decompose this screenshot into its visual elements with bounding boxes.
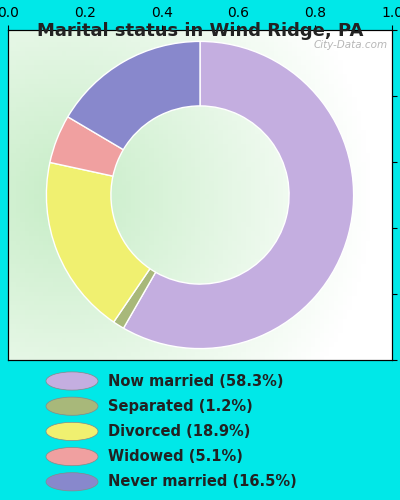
Text: Never married (16.5%): Never married (16.5%) <box>108 474 297 490</box>
Text: Separated (1.2%): Separated (1.2%) <box>108 398 253 413</box>
Wedge shape <box>124 42 354 348</box>
Circle shape <box>46 422 98 440</box>
Wedge shape <box>114 268 156 328</box>
Text: Widowed (5.1%): Widowed (5.1%) <box>108 449 243 464</box>
Circle shape <box>46 448 98 466</box>
Text: Divorced (18.9%): Divorced (18.9%) <box>108 424 250 439</box>
Text: Now married (58.3%): Now married (58.3%) <box>108 374 284 388</box>
Circle shape <box>46 397 98 415</box>
Circle shape <box>46 472 98 491</box>
Text: City-Data.com: City-Data.com <box>314 40 388 50</box>
Wedge shape <box>50 117 123 176</box>
Circle shape <box>46 372 98 390</box>
Wedge shape <box>68 42 200 150</box>
Wedge shape <box>46 162 150 322</box>
Text: Marital status in Wind Ridge, PA: Marital status in Wind Ridge, PA <box>37 22 363 40</box>
